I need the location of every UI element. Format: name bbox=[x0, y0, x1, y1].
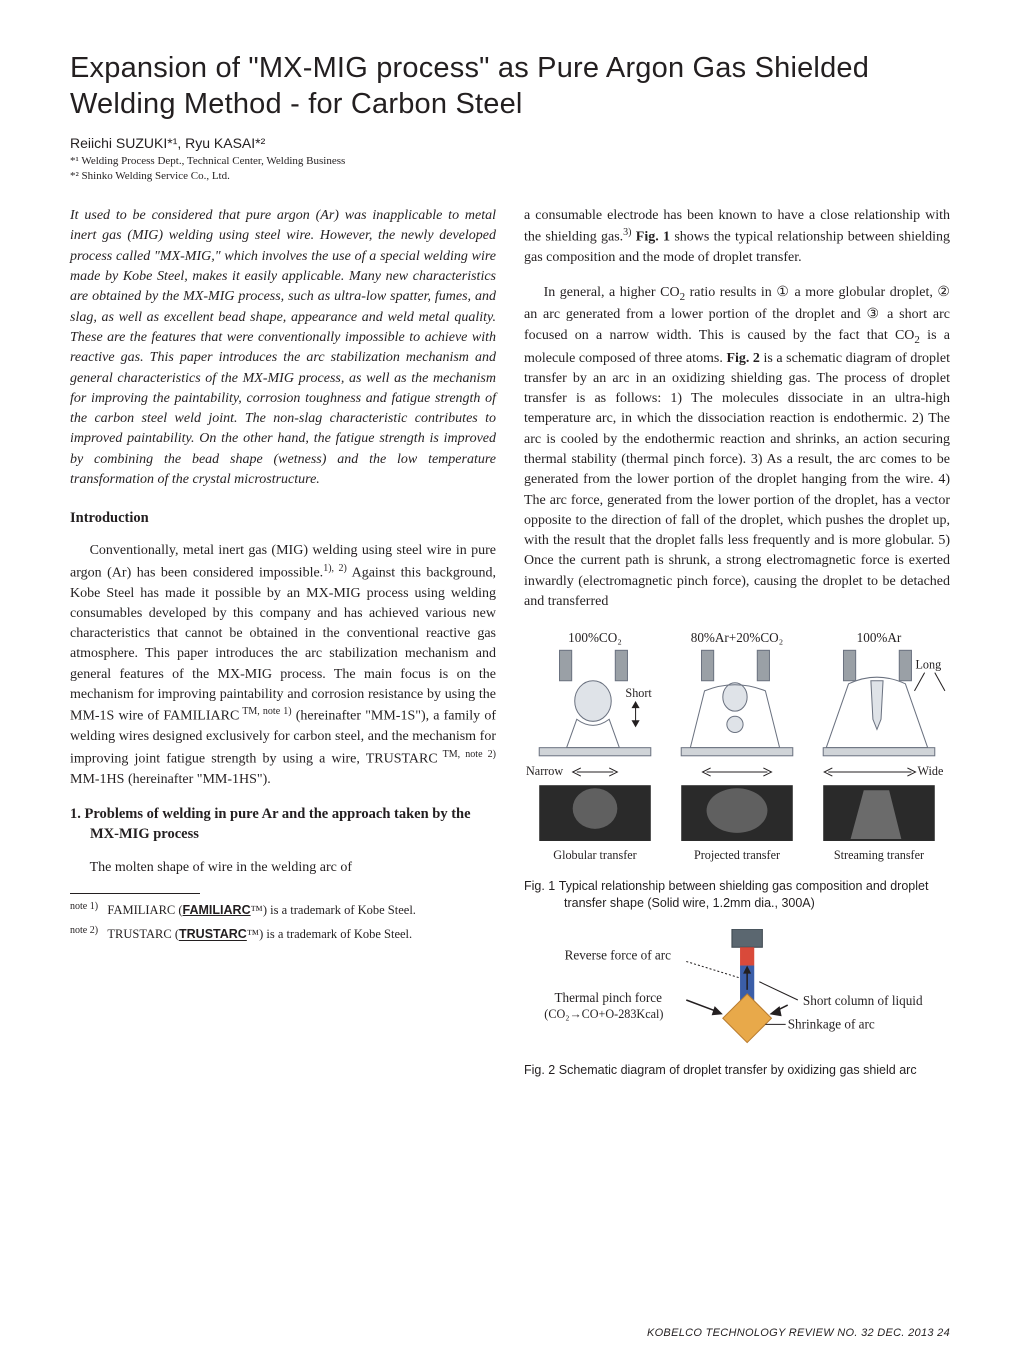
fig2-label-liquid: Short column of liquid bbox=[803, 994, 923, 1009]
fig1-label-col2: 80%Ar+20%CO₂ bbox=[691, 631, 784, 646]
fig1-arrow-3 bbox=[824, 768, 915, 776]
intro-paragraph: Conventionally, metal inert gas (MIG) we… bbox=[70, 541, 496, 790]
figure-1: .f1t { font-family: Georgia, serif; font… bbox=[524, 628, 950, 911]
right-column: a consumable electrode has been known to… bbox=[524, 206, 950, 1079]
fig1-caption-text: Typical relationship between shielding g… bbox=[559, 879, 929, 910]
fig1-label-col3: 100%Ar bbox=[857, 631, 902, 646]
footnote-2-text-b: ™) is a trademark of Kobe Steel. bbox=[247, 928, 412, 942]
two-column-layout: It used to be considered that pure argon… bbox=[70, 206, 950, 1079]
heading-introduction: Introduction bbox=[70, 510, 496, 527]
figure-2: .f2t { font-family: Georgia, serif; font… bbox=[524, 929, 950, 1079]
footnote-1-text-b: ™) is a trademark of Kobe Steel. bbox=[251, 903, 416, 917]
fig1-arrow-1 bbox=[573, 768, 618, 776]
intro-text-d: MM-1HS (hereinafter "MM-1HS"). bbox=[70, 772, 271, 787]
fig1-transfer-1: Globular transfer bbox=[553, 849, 636, 863]
figure-1-caption: Fig. 1 Typical relationship between shie… bbox=[524, 878, 950, 912]
fig1-label-long: Long bbox=[916, 658, 942, 672]
footnote-2-text-a: TRUSTARC ( bbox=[107, 928, 179, 942]
sec1-paragraph-1: The molten shape of wire in the welding … bbox=[70, 858, 496, 878]
intro-text-b: Against this background, Kobe Steel has … bbox=[70, 565, 496, 724]
page-title: Expansion of "MX-MIG process" as Pure Ar… bbox=[70, 50, 950, 123]
col2-p2-a: In general, a higher CO bbox=[544, 285, 680, 300]
affiliation-2: *² Shinko Welding Service Co., Ltd. bbox=[70, 169, 950, 184]
fig2-label-shrink: Shrinkage of arc bbox=[788, 1017, 875, 1032]
fig2-label-pinch: Thermal pinch force bbox=[554, 990, 662, 1005]
affiliation-1: *¹ Welding Process Dept., Technical Cent… bbox=[70, 154, 950, 169]
figure-2-svg: .f2t { font-family: Georgia, serif; font… bbox=[524, 929, 950, 1051]
authors: Reiichi SUZUKI*¹, Ryu KASAI*² bbox=[70, 135, 950, 151]
fig2-label-reaction: (CO₂→CO+O-283Kcal) bbox=[544, 1008, 663, 1022]
fig1-panel-2 bbox=[681, 651, 793, 756]
fig1-label-wide: Wide bbox=[918, 764, 944, 778]
footnote-2-trademark: TRUSTARC bbox=[179, 928, 247, 942]
footnote-2: note 2) TRUSTARC (TRUSTARC™) is a tradem… bbox=[70, 924, 496, 944]
fig2-ref: Fig. 2 bbox=[726, 351, 760, 366]
fig1-arrow-2 bbox=[703, 768, 772, 776]
fig1-panel-1: Short bbox=[539, 651, 652, 756]
trademark-sup-2: TM, note 2) bbox=[438, 749, 496, 760]
fig1-ref: Fig. 1 bbox=[632, 230, 671, 245]
abstract: It used to be considered that pure argon… bbox=[70, 206, 496, 490]
fig1-panel-3: Long bbox=[823, 651, 945, 756]
fig1-label-narrow: Narrow bbox=[526, 764, 563, 778]
col2-paragraph-1: a consumable electrode has been known to… bbox=[524, 206, 950, 269]
fig2-caption-text: Schematic diagram of droplet transfer by… bbox=[559, 1063, 917, 1077]
figure-2-caption: Fig. 2 Schematic diagram of droplet tran… bbox=[524, 1062, 950, 1079]
footnote-2-label: note 2) bbox=[70, 925, 98, 936]
col2-paragraph-2: In general, a higher CO2 ratio results i… bbox=[524, 283, 950, 613]
footnote-rule bbox=[70, 893, 200, 894]
fig1-label-short: Short bbox=[625, 686, 652, 700]
fig1-transfer-2: Projected transfer bbox=[694, 849, 780, 863]
footnote-1-trademark: FAMILIARC bbox=[183, 903, 251, 917]
left-column: It used to be considered that pure argon… bbox=[70, 206, 496, 1079]
fig2-caption-label: Fig. 2 bbox=[524, 1063, 555, 1077]
figure-1-svg: .f1t { font-family: Georgia, serif; font… bbox=[524, 628, 950, 866]
page-footer: KOBELCO TECHNOLOGY REVIEW NO. 32 DEC. 20… bbox=[647, 1327, 950, 1339]
fig2-label-reverse: Reverse force of arc bbox=[565, 948, 672, 963]
fig1-transfer-3: Streaming transfer bbox=[834, 849, 924, 863]
fig1-label-col1: 100%CO₂ bbox=[568, 631, 622, 646]
fig1-caption-label: Fig. 1 bbox=[524, 879, 555, 893]
col2-p2-d: is a schematic diagram of droplet transf… bbox=[524, 351, 950, 610]
citation-sup-3: 3) bbox=[623, 227, 631, 238]
footnote-1: note 1) FAMILIARC (FAMILIARC™) is a trad… bbox=[70, 900, 496, 920]
footnote-1-text-a: FAMILIARC ( bbox=[107, 903, 182, 917]
footnote-1-label: note 1) bbox=[70, 901, 98, 912]
heading-section-1: 1. Problems of welding in pure Ar and th… bbox=[70, 804, 496, 845]
trademark-sup-1: TM, note 1) bbox=[239, 706, 291, 717]
citation-sup-1: 1), 2) bbox=[323, 563, 347, 574]
